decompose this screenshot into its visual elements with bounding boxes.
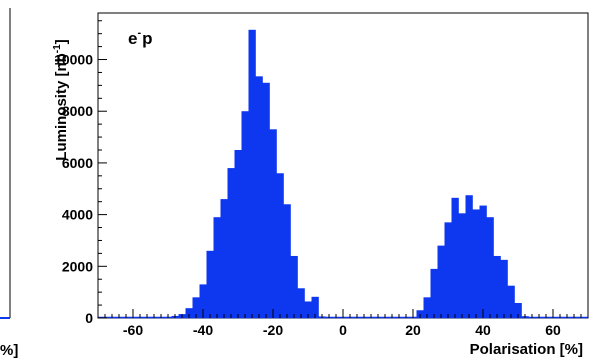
x-tick-label: 60 — [545, 322, 561, 338]
histogram-bar — [465, 195, 473, 318]
histogram-bar — [248, 29, 256, 319]
histogram-bar — [514, 303, 522, 318]
y-tick-label: 6000 — [62, 155, 93, 171]
left-panel-xlabel-fragment: %] — [0, 342, 18, 359]
histogram-bar — [444, 222, 452, 318]
plot-frame — [97, 12, 589, 319]
histogram-bar — [430, 268, 438, 318]
histogram-bar — [227, 168, 235, 318]
x-tick-label: 20 — [405, 322, 421, 338]
x-tick-label: -60 — [123, 322, 143, 338]
beam-annotation: e-p — [128, 27, 153, 48]
histogram-bar — [269, 129, 277, 318]
histogram-bar — [283, 204, 291, 318]
histogram-bar — [423, 297, 431, 318]
histogram-bar — [479, 205, 487, 318]
histogram-bar — [311, 296, 319, 318]
histogram-bar — [297, 288, 305, 318]
histogram-bar — [507, 285, 515, 318]
y-tick-label: 8000 — [62, 103, 93, 119]
beam-annotation-suffix: p — [142, 29, 152, 48]
x-tick-label: 0 — [339, 322, 347, 338]
histogram-bar — [234, 149, 242, 318]
histogram-bar — [472, 209, 480, 318]
y-axis-label-superscript: -1 — [52, 44, 63, 53]
histogram-bar — [206, 250, 214, 318]
histogram-bar — [241, 111, 249, 318]
left-panel-fragment: %] — [0, 8, 18, 359]
y-tick-label: 4000 — [62, 207, 93, 223]
histogram-bar — [304, 301, 312, 318]
histogram-bar — [451, 197, 459, 318]
axes: -60 -40 -20 0 20 40 60 0 2000 4000 6000 8000 10000 — [54, 20, 589, 338]
histogram-bar — [213, 217, 221, 318]
y-tick-label: 10000 — [54, 52, 93, 68]
beam-annotation-superscript: - — [137, 27, 141, 39]
histogram-bars — [98, 29, 588, 319]
histogram-bar — [437, 245, 445, 318]
histogram-bar — [220, 199, 228, 318]
x-axis-label: Polarisation [%] — [470, 341, 583, 358]
histogram-bar — [255, 76, 263, 319]
histogram-bar — [493, 255, 501, 318]
histogram-bar — [290, 255, 298, 318]
histogram-bar — [276, 173, 284, 318]
x-tick-label: 40 — [475, 322, 491, 338]
histogram-bar — [486, 217, 494, 318]
x-tick-label: -20 — [263, 322, 283, 338]
histogram-bar — [192, 297, 200, 318]
y-axis-label: Luminosity [nb-1] — [52, 39, 70, 160]
histogram-bar — [185, 308, 193, 318]
y-axis-label-suffix: ] — [53, 39, 70, 44]
beam-annotation-base: e — [128, 29, 137, 48]
y-tick-label: 2000 — [62, 258, 93, 274]
y-tick-label: 0 — [85, 310, 93, 326]
histogram-bar — [458, 213, 466, 318]
histogram-bar — [262, 82, 270, 318]
histogram-bar — [199, 284, 207, 318]
x-tick-label: -40 — [193, 322, 213, 338]
histogram-bar — [500, 259, 508, 318]
y-axis-label-base: Luminosity [nb — [53, 53, 70, 161]
